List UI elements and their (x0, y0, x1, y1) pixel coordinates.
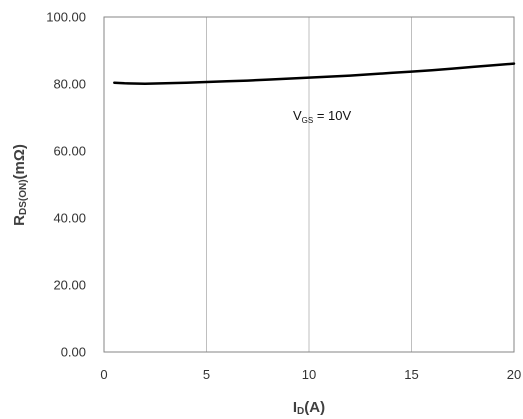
x-tick-label: 5 (203, 367, 210, 382)
x-tick-label: 0 (100, 367, 107, 382)
y-tick-label: 100.00 (46, 10, 86, 25)
series-line (113, 62, 516, 85)
annotation-vgs: VGS = 10V (293, 108, 352, 125)
plot-area-frame (103, 16, 515, 353)
grid-lines (206, 17, 412, 352)
x-tick-label: 20 (507, 367, 521, 382)
y-tick-label: 60.00 (53, 144, 86, 159)
y-axis-title: RDS(ON)(mΩ) (11, 144, 29, 226)
x-tick-labels: 0 5 10 15 20 (100, 367, 521, 382)
y-tick-label: 0.00 (61, 345, 86, 360)
y-tick-label: 80.00 (53, 77, 86, 92)
y-tick-labels: 0.00 20.00 40.00 60.00 80.00 100.00 (46, 10, 86, 360)
y-tick-label: 40.00 (53, 211, 86, 226)
x-tick-label: 10 (302, 367, 316, 382)
y-tick-label: 20.00 (53, 278, 86, 293)
x-axis-title: ID(A) (293, 399, 325, 417)
x-tick-label: 15 (404, 367, 418, 382)
